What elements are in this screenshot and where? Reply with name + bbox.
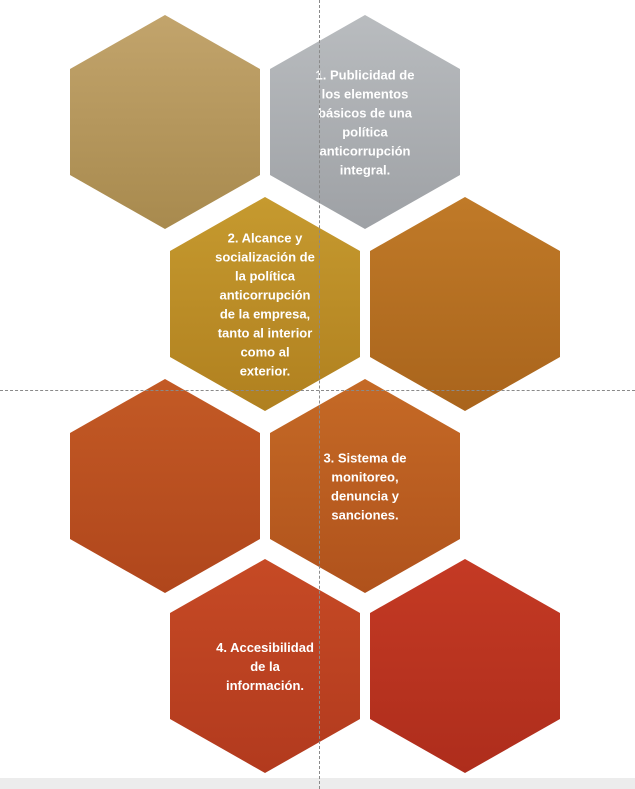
hex-2-label-line: los elementos xyxy=(322,87,409,102)
horizontal-guide-line xyxy=(0,390,635,391)
hex-8-shape xyxy=(370,559,560,773)
hex-7-label-line: información. xyxy=(226,678,304,693)
hex-3-label-line: de la empresa, xyxy=(220,307,310,322)
hex-3-label-line: la política xyxy=(235,269,296,284)
hex-6: 3. Sistema de monitoreo, denuncia y sancion… xyxy=(270,379,460,593)
hex-6-label-line: 3. Sistema de xyxy=(323,451,406,466)
hexagon-layer: 1. Publicidad de los elementos básicos de … xyxy=(70,15,560,773)
hex-3-shape xyxy=(170,197,360,411)
hex-2-label-line: política xyxy=(342,125,388,140)
hex-8 xyxy=(370,559,560,773)
hex-2-label-line: básicos de una xyxy=(318,106,413,121)
hex-7-shape xyxy=(170,559,360,773)
hex-2-label: 1. Publicidad de los elementos básicos de … xyxy=(316,68,415,178)
hex-7-label-line: de la xyxy=(250,659,280,674)
hex-6-label: 3. Sistema de monitoreo, denuncia y sancion… xyxy=(323,451,406,523)
hex-7-label: 4. Accesibilidad de la información. xyxy=(216,640,314,693)
hex-3-label-line: como al xyxy=(240,345,289,360)
hex-2-label-line: integral. xyxy=(340,163,391,178)
hex-2-label-line: 1. Publicidad de xyxy=(316,68,415,83)
bottom-strip xyxy=(0,778,635,789)
hex-5 xyxy=(70,379,260,593)
hex-6-label-line: sanciones. xyxy=(331,508,398,523)
hex-4 xyxy=(370,197,560,411)
hex-2-shape xyxy=(270,15,460,229)
hex-3-label-line: tanto al interior xyxy=(218,326,313,341)
hex-5-shape xyxy=(70,379,260,593)
hex-3-label-line: exterior. xyxy=(240,364,291,379)
hex-7: 4. Accesibilidad de la información. xyxy=(170,559,360,773)
hex-6-shape xyxy=(270,379,460,593)
hex-1-shape xyxy=(70,15,260,229)
hex-2-label-line: anticorrupción xyxy=(319,144,410,159)
hex-6-label-line: monitoreo, xyxy=(331,470,398,485)
hex-7-label-line: 4. Accesibilidad xyxy=(216,640,314,655)
hex-1 xyxy=(70,15,260,229)
hex-3: 2. Alcance y socialización de la política a… xyxy=(170,197,360,411)
vertical-guide-line xyxy=(319,0,320,789)
hex-4-shape xyxy=(370,197,560,411)
hex-3-label: 2. Alcance y socialización de la política a… xyxy=(215,231,315,379)
hex-3-label-line: anticorrupción xyxy=(219,288,310,303)
hex-3-label-line: 2. Alcance y xyxy=(228,231,303,246)
hex-2: 1. Publicidad de los elementos básicos de … xyxy=(270,15,460,229)
hex-6-label-line: denuncia y xyxy=(331,489,400,504)
hex-3-label-line: socialización de xyxy=(215,250,315,265)
